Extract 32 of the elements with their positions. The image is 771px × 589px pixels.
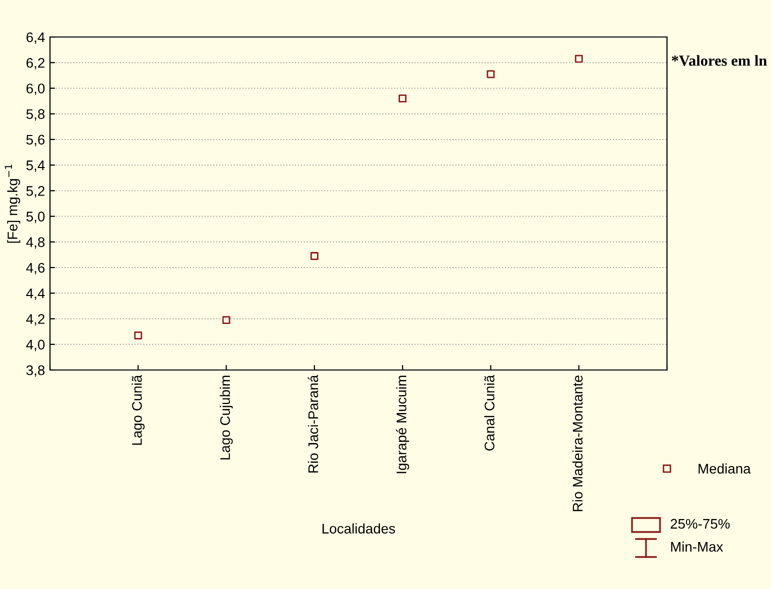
y-axis-title: [Fe] mg.kg$^{−1}$ xyxy=(4,164,20,243)
y-tick-label: 6,0 xyxy=(26,84,45,96)
y-tick-label: 3,8 xyxy=(26,365,45,377)
y-tick-label: 5,8 xyxy=(26,109,45,121)
y-tick-label: 5,4 xyxy=(26,160,45,172)
point xyxy=(222,316,230,324)
x-tick-label: Rio Jaci-Paraná xyxy=(308,374,318,473)
x-tick-label: Canal Cuniã xyxy=(484,374,494,451)
y-tick-label: 4,2 xyxy=(26,314,44,326)
y-tick-label: 4,8 xyxy=(26,237,45,249)
x-axis-title: Localidades xyxy=(322,523,396,534)
y-tick-label: 6,4 xyxy=(26,32,45,44)
x-tick-label: Rio Madeira-Montante xyxy=(572,375,583,512)
y-tick-label: 5,6 xyxy=(26,134,45,146)
point xyxy=(310,252,318,260)
point xyxy=(486,70,495,78)
legend-label: Mediana xyxy=(698,463,751,474)
x-tick-label: Lago Cuniã xyxy=(132,374,145,445)
y-tick-label: 4,6 xyxy=(26,262,45,274)
text: 25%-75% xyxy=(670,518,730,529)
x-tick-label: Igarapé Mucuim xyxy=(396,376,410,474)
point xyxy=(398,94,407,102)
y-tick-label: 4,4 xyxy=(26,288,45,300)
text: *Valores em ln xyxy=(672,55,767,66)
text: Min-Max xyxy=(671,542,724,552)
y-tick-label: 6,2 xyxy=(26,58,44,70)
y-tick-label: 5,0 xyxy=(26,212,45,224)
point xyxy=(134,331,142,340)
y-tick-label: 4,0 xyxy=(26,340,45,352)
y-tick-label: 5,2 xyxy=(26,186,44,198)
point xyxy=(574,54,583,63)
x-tick-label: Lago Cujubim xyxy=(220,376,233,460)
